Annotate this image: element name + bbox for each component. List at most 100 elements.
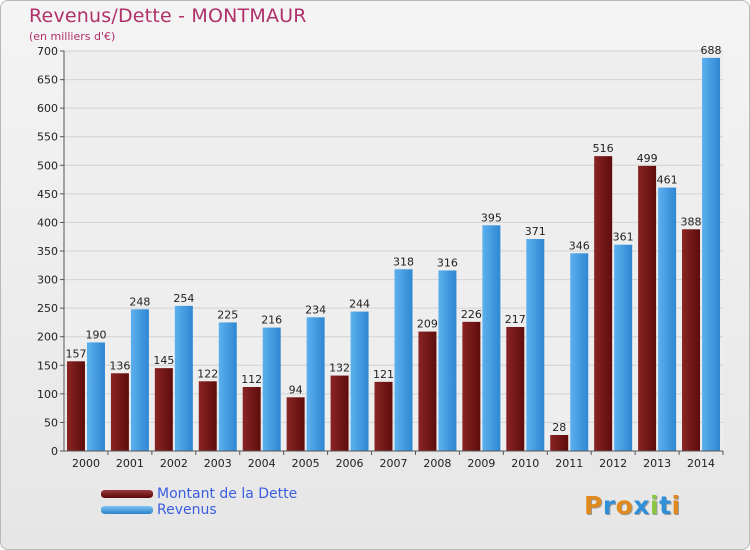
bar-dette bbox=[154, 368, 173, 451]
y-tick-label: 50 bbox=[44, 416, 58, 429]
bar-chart: 0 50 100 150 200 250 300 350 400 450 500 550 600 650 7… bbox=[37, 44, 724, 470]
bar-revenus bbox=[526, 239, 545, 451]
y-tick-label: 250 bbox=[37, 302, 58, 315]
data-label-dette: 121 bbox=[373, 368, 394, 381]
bar-dette bbox=[506, 327, 525, 451]
bar-dette bbox=[286, 397, 305, 451]
data-label-dette: 94 bbox=[289, 383, 303, 396]
bar-revenus bbox=[658, 187, 677, 452]
y-tick-label: 400 bbox=[37, 216, 58, 229]
bar-dette bbox=[374, 381, 393, 451]
legend-swatch-revenus bbox=[101, 506, 153, 514]
bar-dette bbox=[418, 331, 437, 451]
data-label-dette: 157 bbox=[65, 347, 86, 360]
y-tick-label: 200 bbox=[37, 331, 58, 344]
x-tick-label: 2014 bbox=[687, 457, 715, 470]
logo-letter: t bbox=[659, 491, 672, 520]
y-tick-label: 100 bbox=[37, 388, 58, 401]
data-label-revenus: 395 bbox=[481, 211, 502, 224]
data-label-revenus: 234 bbox=[305, 303, 326, 316]
logo-letter: P bbox=[584, 491, 603, 520]
axis-layer: 0 50 100 150 200 250 300 350 400 450 500 550 600 650 7… bbox=[37, 45, 724, 470]
bar-dette bbox=[242, 387, 261, 451]
data-label-dette: 28 bbox=[552, 421, 566, 434]
y-tick-label: 600 bbox=[37, 102, 58, 115]
bar-dette bbox=[462, 321, 481, 451]
legend-item-revenus: Revenus bbox=[101, 502, 297, 518]
bar-dette bbox=[638, 165, 657, 451]
data-label-revenus: 244 bbox=[349, 298, 370, 311]
data-label-dette: 209 bbox=[417, 318, 438, 331]
bar-revenus bbox=[702, 57, 721, 451]
bar-revenus bbox=[438, 270, 457, 451]
logo-letter: i bbox=[671, 491, 681, 520]
bar-dette bbox=[110, 373, 129, 451]
y-tick-label: 0 bbox=[51, 445, 58, 458]
data-label-dette: 136 bbox=[109, 359, 130, 372]
bar-revenus bbox=[570, 253, 589, 451]
bar-dette bbox=[550, 435, 569, 451]
legend-item-dette: Montant de la Dette bbox=[101, 486, 297, 502]
data-label-dette: 122 bbox=[197, 367, 218, 380]
chart-subtitle: (en milliers d'€) bbox=[29, 30, 116, 43]
bar-dette bbox=[198, 381, 217, 451]
data-label-dette: 217 bbox=[505, 313, 526, 326]
bar-revenus bbox=[394, 269, 413, 451]
data-label-revenus: 225 bbox=[217, 308, 238, 321]
logo-letter: r bbox=[602, 491, 616, 520]
data-label-revenus: 316 bbox=[437, 256, 458, 269]
data-label-dette: 516 bbox=[593, 142, 614, 155]
data-label-revenus: 248 bbox=[129, 295, 150, 308]
x-tick-label: 2005 bbox=[292, 457, 320, 470]
bar-dette bbox=[594, 156, 613, 451]
data-label-dette: 388 bbox=[681, 215, 702, 228]
data-label-revenus: 216 bbox=[261, 314, 282, 327]
bar-dette bbox=[330, 375, 349, 451]
y-tick-label: 550 bbox=[37, 131, 58, 144]
x-tick-label: 2007 bbox=[380, 457, 408, 470]
bar-revenus bbox=[218, 322, 237, 451]
data-label-dette: 132 bbox=[329, 362, 350, 375]
y-tick-label: 350 bbox=[37, 245, 58, 258]
x-tick-label: 2009 bbox=[467, 457, 495, 470]
bar-revenus bbox=[262, 327, 281, 451]
x-tick-label: 2003 bbox=[204, 457, 232, 470]
bar-layer bbox=[66, 57, 721, 452]
data-label-layer: 157 190 136 248 145 254 122 225 112 216 94 234 132 24… bbox=[65, 44, 721, 434]
x-tick-label: 2000 bbox=[72, 457, 100, 470]
legend: Montant de la Dette Revenus bbox=[101, 486, 297, 518]
bar-revenus bbox=[350, 311, 369, 451]
data-label-revenus: 254 bbox=[173, 292, 194, 305]
x-tick-label: 2013 bbox=[643, 457, 671, 470]
proxiti-logo: Proxiti bbox=[584, 491, 681, 520]
x-tick-label: 2006 bbox=[336, 457, 364, 470]
data-label-revenus: 346 bbox=[569, 239, 590, 252]
bar-revenus bbox=[174, 305, 193, 451]
bar-revenus bbox=[130, 309, 149, 451]
data-label-revenus: 461 bbox=[657, 174, 678, 187]
x-tick-label: 2002 bbox=[160, 457, 188, 470]
y-tick-label: 300 bbox=[37, 274, 58, 287]
bar-revenus bbox=[614, 244, 633, 451]
x-tick-label: 2012 bbox=[599, 457, 627, 470]
x-tick-label: 2004 bbox=[248, 457, 276, 470]
legend-label-revenus: Revenus bbox=[157, 502, 217, 518]
logo-letter: x bbox=[633, 491, 650, 520]
bar-dette bbox=[66, 361, 85, 451]
data-label-revenus: 371 bbox=[525, 225, 546, 238]
legend-label-dette: Montant de la Dette bbox=[157, 486, 298, 502]
y-tick-label: 500 bbox=[37, 159, 58, 172]
data-label-revenus: 361 bbox=[613, 231, 634, 244]
bar-revenus bbox=[482, 225, 501, 451]
x-tick-label: 2001 bbox=[116, 457, 144, 470]
y-tick-label: 650 bbox=[37, 74, 58, 87]
chart-title: Revenus/Dette - MONTMAUR bbox=[29, 5, 307, 27]
data-label-dette: 145 bbox=[153, 354, 174, 367]
data-label-dette: 112 bbox=[241, 373, 262, 386]
bar-dette bbox=[682, 229, 701, 451]
logo-letter: i bbox=[650, 491, 660, 520]
data-label-revenus: 688 bbox=[701, 44, 722, 57]
legend-swatch-dette bbox=[101, 490, 153, 498]
y-tick-label: 450 bbox=[37, 188, 58, 201]
